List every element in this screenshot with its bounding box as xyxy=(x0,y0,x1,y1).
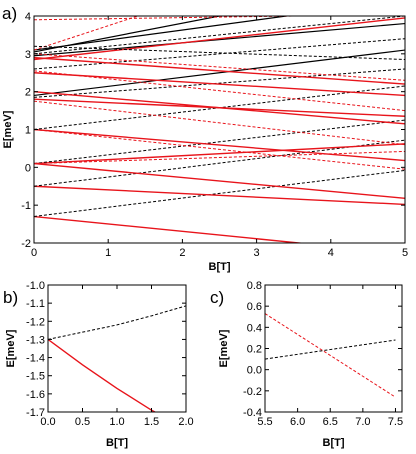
x-tick-label: 0.0 xyxy=(40,416,55,428)
x-tick-label: 1.0 xyxy=(109,416,124,428)
series-line-2 xyxy=(34,169,405,218)
series-line-11 xyxy=(34,129,405,170)
y-tick-label: -1.7 xyxy=(26,407,45,419)
x-tick-label: 2.0 xyxy=(178,416,193,428)
y-axis-label: E[meV] xyxy=(218,329,230,367)
y-tick-label: -1.4 xyxy=(26,353,45,365)
series-line-20 xyxy=(34,56,405,85)
x-tick-label: 4 xyxy=(328,247,334,259)
series-line-6 xyxy=(34,143,405,165)
series-line-1 xyxy=(48,305,186,340)
y-tick-label: 0.2 xyxy=(247,344,262,356)
series-group xyxy=(48,305,186,412)
y-tick-label: 0.4 xyxy=(247,322,262,334)
y-tick-label: 0.8 xyxy=(247,280,262,292)
x-tick-label: 3 xyxy=(254,247,260,259)
x-tick-label: 6.0 xyxy=(290,416,305,428)
x-tick-label: 5.5 xyxy=(257,416,272,428)
chart-panel-1: 0 1 2 3 4 5 -2 -1 0 1 2 3 4 B[T] E[meV] a) xyxy=(2,4,408,273)
series-line-9 xyxy=(34,128,405,162)
series-line-25 xyxy=(34,16,139,51)
series-line-14 xyxy=(34,100,405,146)
series-line-24 xyxy=(34,17,405,61)
x-tick-label: 2 xyxy=(179,247,185,259)
panel-letter: b) xyxy=(3,288,18,307)
series-line-3 xyxy=(34,185,405,206)
y-tick-label: -1 xyxy=(21,200,31,212)
series-group xyxy=(34,16,405,243)
x-tick-label: 1 xyxy=(105,247,111,259)
x-axis-label: B[T] xyxy=(106,437,128,449)
y-tick-label: 4 xyxy=(25,11,31,23)
series-line-1 xyxy=(34,215,307,243)
y-tick-label: -1.0 xyxy=(26,280,45,292)
x-axis-label: B[T] xyxy=(323,437,345,449)
y-tick-label: 0.6 xyxy=(247,301,262,313)
y-tick-label: -2 xyxy=(21,238,31,250)
x-tick-label: 0.5 xyxy=(75,416,90,428)
y-tick-label: 2 xyxy=(25,87,31,99)
series-line-2 xyxy=(48,338,156,412)
series-line-5 xyxy=(34,162,405,200)
y-tick-label: -1.1 xyxy=(26,298,45,310)
series-line-16 xyxy=(34,90,405,125)
x-tick-label: 6.5 xyxy=(323,416,338,428)
x-tick-label: 7.0 xyxy=(355,416,370,428)
y-tick-label: 0 xyxy=(25,162,31,174)
series-line-19 xyxy=(34,38,405,70)
plot-frame xyxy=(264,284,403,413)
series-line-28 xyxy=(34,16,294,21)
y-tick-label: -0.4 xyxy=(243,407,262,419)
series-line-23 xyxy=(34,22,405,57)
chart-panel-3: 5.5 6.0 6.5 7.0 7.5 0.8 0.6 0.4 0.2 0.0 -0.2 -0.4 B[… xyxy=(210,280,403,449)
y-tick-label: -1.2 xyxy=(26,316,45,328)
panel-letter: c) xyxy=(210,288,224,307)
y-tick-label: -1.5 xyxy=(26,371,45,383)
series-line-13 xyxy=(34,68,405,98)
plot-frame xyxy=(33,15,406,244)
panel-letter: a) xyxy=(2,4,17,23)
series-line-26 xyxy=(34,16,405,55)
series-line-2 xyxy=(265,313,396,398)
series-line-18 xyxy=(34,70,405,112)
series-line-8 xyxy=(34,150,405,165)
y-axis-label: E[meV] xyxy=(5,329,17,367)
series-line-15 xyxy=(34,49,405,97)
x-tick-label: 7.5 xyxy=(388,416,403,428)
y-tick-label: -0.2 xyxy=(243,386,262,398)
y-tick-label: 3 xyxy=(25,49,31,61)
chart-panel-2: 0.0 0.5 1.0 1.5 2.0 -1.0 -1.1 -1.2 -1.3 -1.4 -1.5 -… xyxy=(3,280,194,449)
x-tick-label: 1.5 xyxy=(144,416,159,428)
y-tick-label: -1.3 xyxy=(26,334,45,346)
y-tick-label: 0.0 xyxy=(247,365,262,377)
x-axis-label: B[T] xyxy=(209,261,231,273)
series-line-22 xyxy=(34,16,220,53)
series-group xyxy=(265,313,396,398)
series-line-27 xyxy=(34,53,405,81)
x-tick-label: 0 xyxy=(31,247,37,259)
y-axis-label: E[meV] xyxy=(2,110,14,148)
y-tick-label: 1 xyxy=(25,125,31,137)
series-line-1 xyxy=(265,339,396,360)
x-tick-label: 5 xyxy=(402,247,408,259)
plot-frame xyxy=(47,284,187,413)
series-line-17 xyxy=(34,72,405,97)
series-line-7 xyxy=(34,119,405,165)
y-tick-label: -1.6 xyxy=(26,389,45,401)
series-line-29 xyxy=(34,45,405,61)
